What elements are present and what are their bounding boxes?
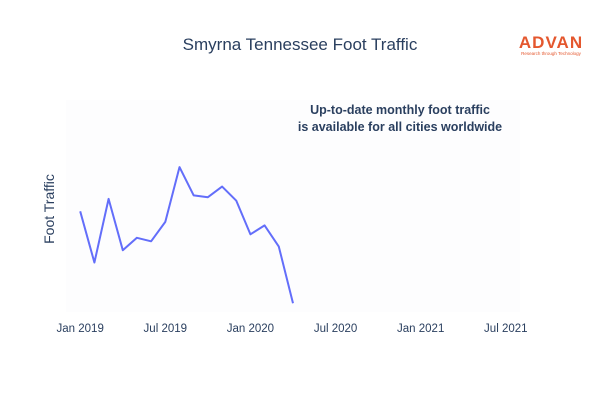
chart-title: Smyrna Tennessee Foot Traffic — [183, 35, 418, 54]
series-layer — [79, 166, 294, 304]
annotation-line-1: Up-to-date monthly foot traffic — [310, 103, 490, 117]
logo-wordmark: ADVAN — [519, 33, 583, 52]
y-axis-label: Foot Traffic — [41, 174, 57, 244]
x-tick-label: Jul 2019 — [144, 323, 187, 335]
advan-logo: ADVAN Research through Technology — [519, 33, 583, 56]
x-tick-label: Jan 2021 — [397, 323, 444, 335]
x-axis-ticks: Jan 2019 Jul 2019 Jan 2020 Jul 2020 Jan 2021… — [57, 323, 528, 335]
x-tick-label: Jan 2019 — [57, 323, 104, 335]
series-line — [79, 166, 294, 304]
x-tick-label: Jul 2020 — [314, 323, 357, 335]
annotation-line-2: is available for all cities worldwide — [298, 120, 502, 134]
logo-tagline: Research through Technology — [521, 51, 581, 56]
x-tick-label: Jan 2020 — [227, 323, 274, 335]
plot-area — [66, 100, 520, 312]
x-tick-label: Jul 2021 — [484, 323, 527, 335]
